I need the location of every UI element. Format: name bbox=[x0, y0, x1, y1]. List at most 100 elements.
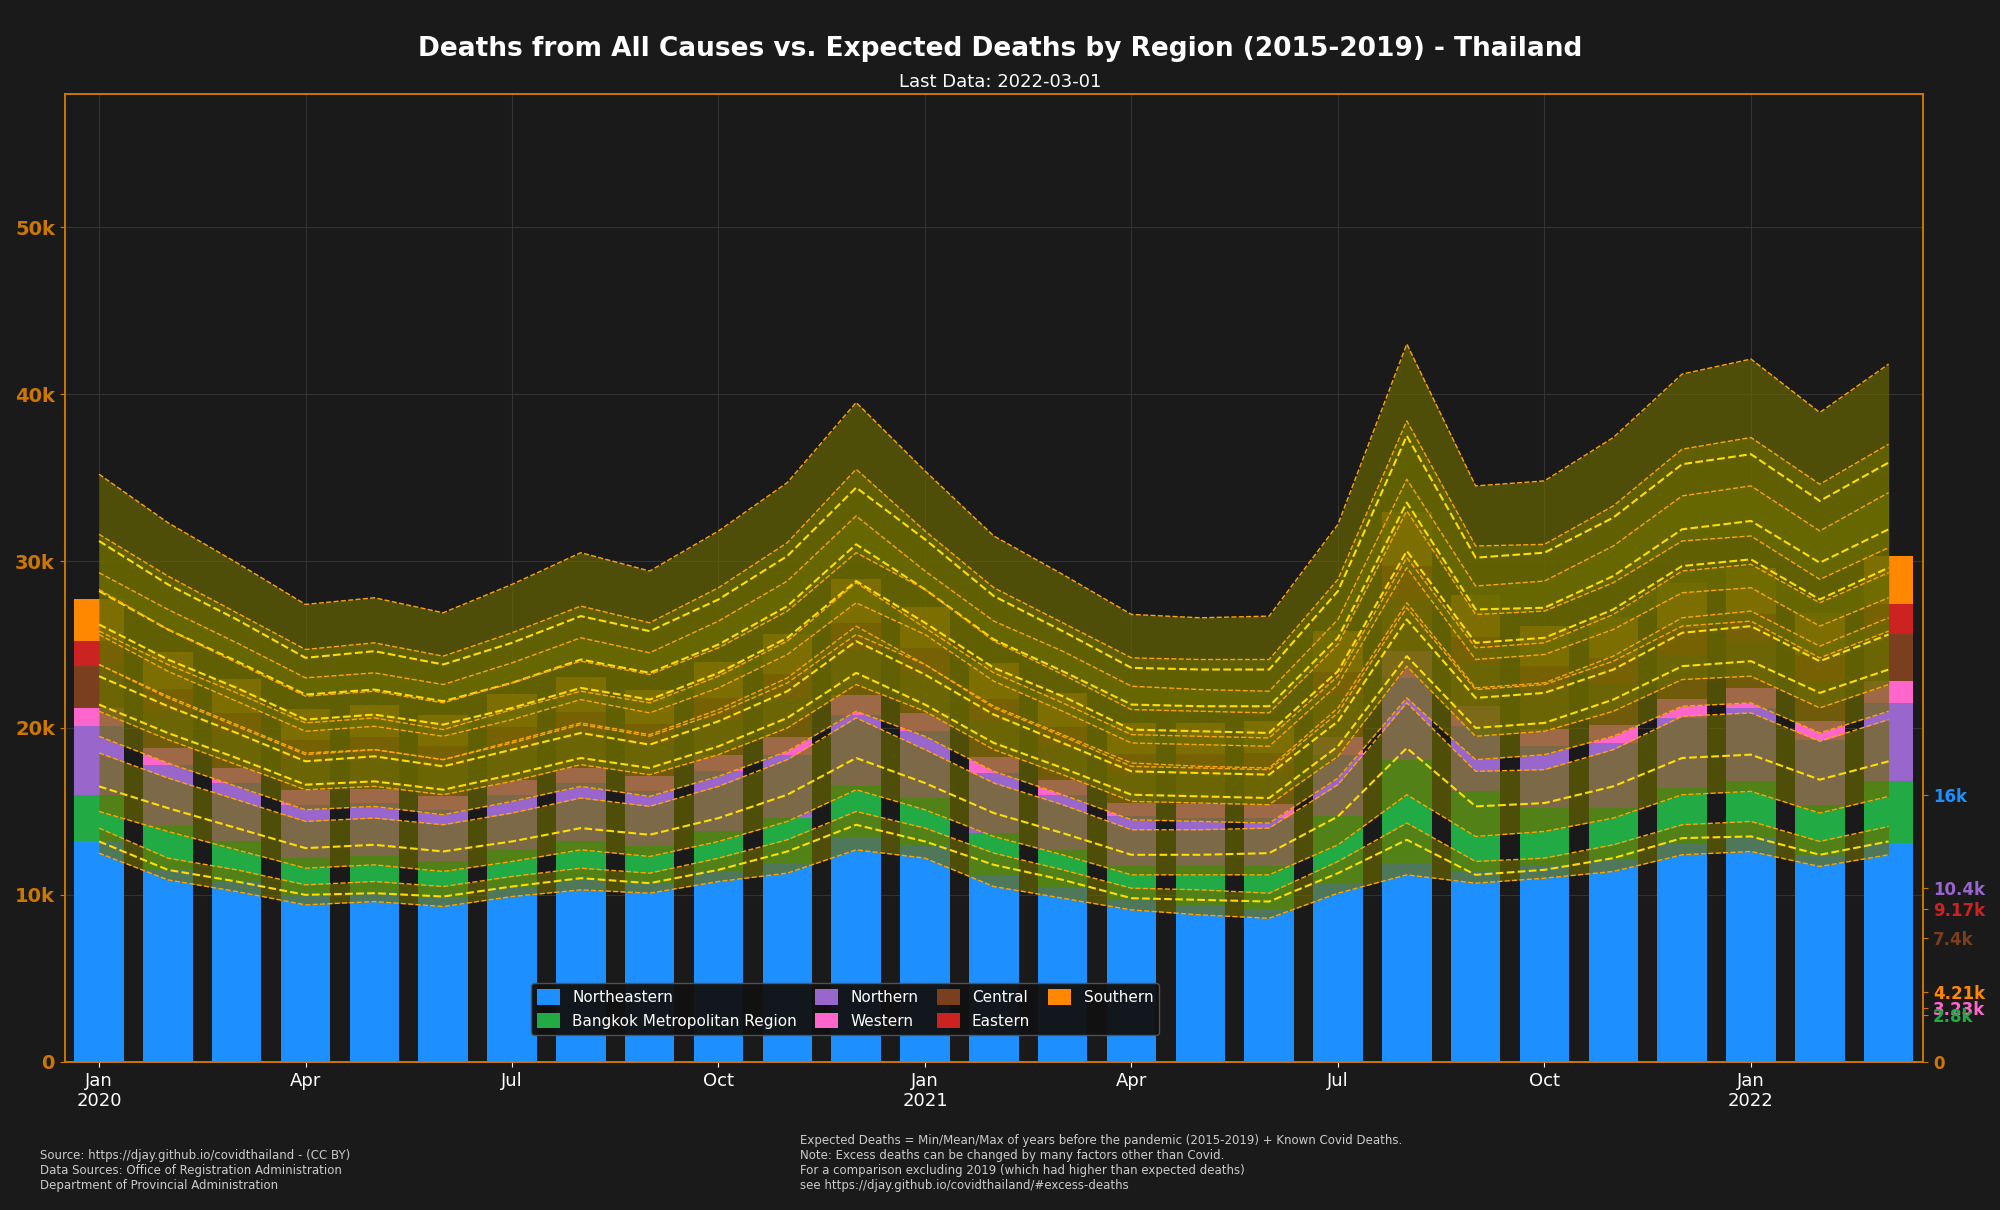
Bar bbox=[1588, 617, 1638, 658]
Bar bbox=[832, 651, 880, 695]
Bar bbox=[1450, 726, 1500, 791]
Bar bbox=[1726, 688, 1776, 708]
Bar bbox=[350, 803, 400, 857]
Bar bbox=[74, 726, 124, 795]
Bar bbox=[1588, 743, 1638, 808]
Bar bbox=[832, 578, 880, 623]
Bar bbox=[1658, 718, 1706, 788]
Bar bbox=[1244, 818, 1294, 866]
Bar bbox=[212, 882, 262, 1062]
Bar bbox=[694, 755, 744, 771]
Bar bbox=[624, 744, 674, 777]
Bar bbox=[418, 747, 468, 765]
Bar bbox=[212, 679, 262, 714]
Bar bbox=[1520, 866, 1570, 1062]
Bar bbox=[1658, 628, 1706, 655]
Bar bbox=[212, 783, 262, 841]
Bar bbox=[1450, 664, 1500, 707]
Bar bbox=[1038, 849, 1088, 888]
Bar bbox=[1864, 782, 1914, 843]
Bar bbox=[488, 780, 536, 795]
Bar bbox=[762, 818, 812, 863]
Text: Deaths from All Causes vs. Expected Deaths by Region (2015-2019) - Thailand: Deaths from All Causes vs. Expected Deat… bbox=[418, 36, 1582, 62]
Bar bbox=[1520, 690, 1570, 728]
Bar bbox=[832, 839, 880, 1062]
Bar bbox=[556, 767, 606, 783]
Bar bbox=[900, 847, 950, 1062]
Bar bbox=[1658, 843, 1706, 1062]
Bar bbox=[1038, 795, 1088, 849]
Text: Source: https://djay.github.io/covidthailand - (CC BY)
Data Sources: Office of R: Source: https://djay.github.io/covidthai… bbox=[40, 1148, 350, 1192]
Bar bbox=[1726, 782, 1776, 839]
Bar bbox=[1520, 808, 1570, 866]
Bar bbox=[1176, 818, 1226, 866]
Bar bbox=[624, 883, 674, 1062]
Bar bbox=[212, 767, 262, 783]
Bar bbox=[74, 667, 124, 708]
Bar bbox=[1314, 632, 1362, 672]
Bar bbox=[74, 841, 124, 1062]
Bar bbox=[556, 880, 606, 1062]
Bar bbox=[1450, 595, 1500, 638]
Bar bbox=[624, 847, 674, 883]
Bar bbox=[1314, 697, 1362, 737]
Bar bbox=[970, 757, 1018, 773]
Bar bbox=[1796, 721, 1844, 739]
Bar bbox=[556, 841, 606, 880]
Bar bbox=[1450, 791, 1500, 871]
Bar bbox=[488, 748, 536, 780]
Bar bbox=[1176, 866, 1226, 905]
Bar bbox=[1520, 627, 1570, 666]
Bar bbox=[1588, 860, 1638, 1062]
Bar bbox=[1588, 658, 1638, 684]
Bar bbox=[900, 799, 950, 847]
Bar bbox=[1106, 754, 1156, 773]
Bar bbox=[1314, 672, 1362, 697]
Bar bbox=[1382, 566, 1432, 599]
Bar bbox=[1382, 599, 1432, 651]
Bar bbox=[1244, 753, 1294, 772]
Bar bbox=[280, 741, 330, 760]
Bar bbox=[694, 698, 744, 720]
Bar bbox=[418, 862, 468, 897]
Bar bbox=[970, 663, 1018, 699]
Bar bbox=[1176, 805, 1226, 818]
Bar bbox=[832, 715, 880, 787]
Bar bbox=[74, 708, 124, 726]
Bar bbox=[556, 783, 606, 841]
Bar bbox=[970, 834, 1018, 876]
Bar bbox=[762, 755, 812, 818]
Bar bbox=[488, 795, 536, 849]
Bar bbox=[418, 897, 468, 1062]
Bar bbox=[1864, 557, 1914, 604]
Text: Expected Deaths = Min/Mean/Max of years before the pandemic (2015-2019) + Known : Expected Deaths = Min/Mean/Max of years … bbox=[800, 1134, 1402, 1192]
Bar bbox=[970, 773, 1018, 834]
Bar bbox=[350, 857, 400, 893]
Bar bbox=[762, 737, 812, 755]
Bar bbox=[144, 765, 192, 826]
Bar bbox=[1382, 651, 1432, 678]
Bar bbox=[1796, 655, 1844, 680]
Bar bbox=[1176, 905, 1226, 1062]
Bar bbox=[1244, 805, 1294, 818]
Bar bbox=[1864, 703, 1914, 782]
Bar bbox=[1106, 803, 1156, 817]
Bar bbox=[280, 709, 330, 741]
Bar bbox=[350, 893, 400, 1062]
Bar bbox=[350, 756, 400, 789]
Bar bbox=[1106, 866, 1156, 900]
Bar bbox=[280, 760, 330, 790]
Bar bbox=[350, 789, 400, 803]
Bar bbox=[280, 858, 330, 895]
Bar bbox=[212, 841, 262, 882]
Bar bbox=[1520, 666, 1570, 690]
Bar bbox=[280, 805, 330, 858]
Bar bbox=[1588, 808, 1638, 860]
Bar bbox=[900, 731, 950, 799]
Bar bbox=[1244, 866, 1294, 910]
Bar bbox=[1520, 728, 1570, 747]
Bar bbox=[832, 695, 880, 715]
Bar bbox=[694, 831, 744, 871]
Bar bbox=[350, 705, 400, 737]
Bar bbox=[1726, 708, 1776, 782]
